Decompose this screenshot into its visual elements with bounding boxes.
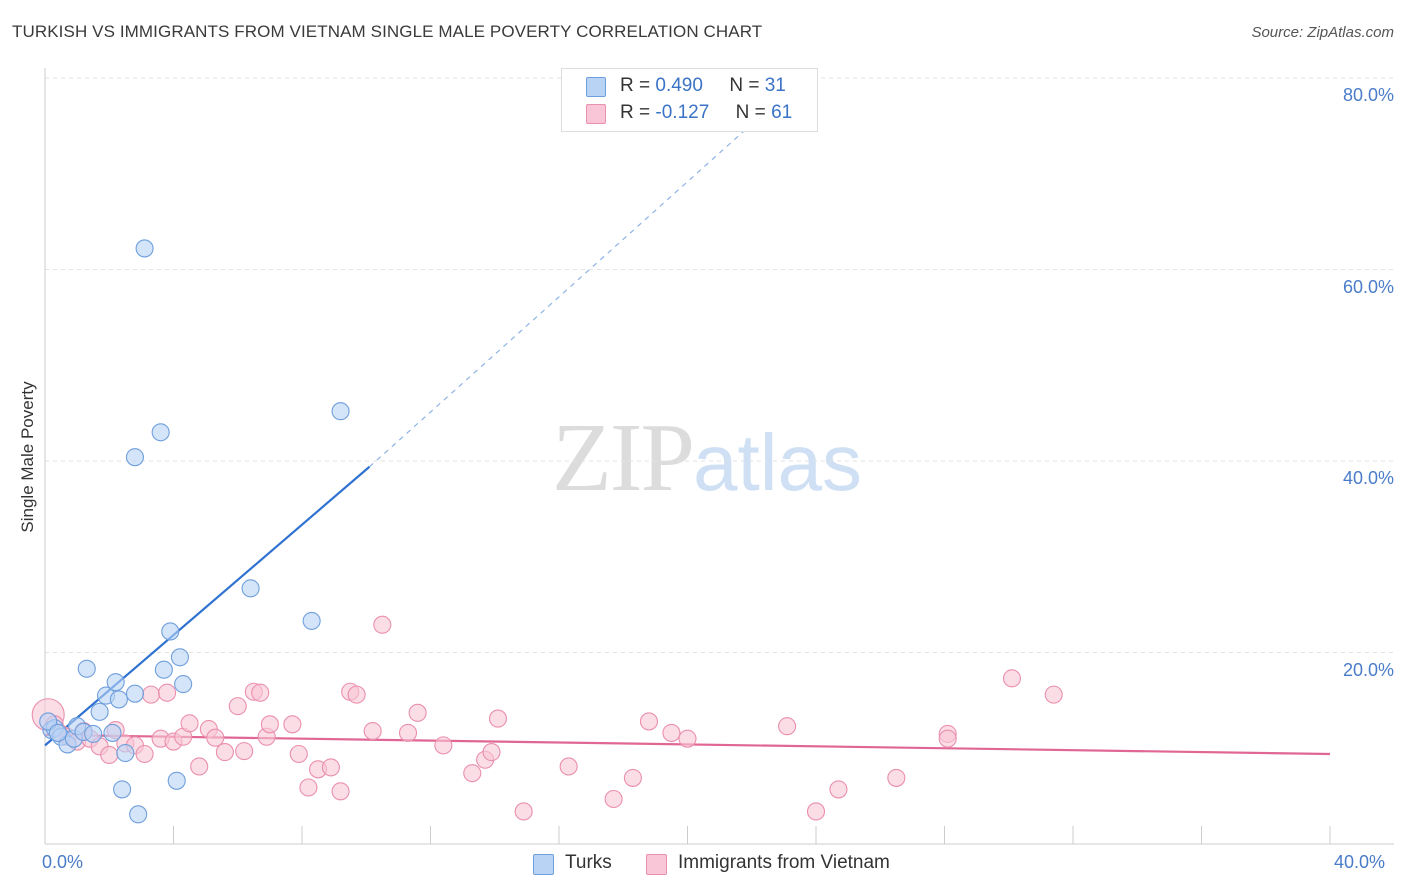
turks-point	[154, 660, 173, 679]
vietnam-point	[604, 789, 623, 809]
vietnam-point	[373, 615, 392, 634]
y-tick-label: 40.0%	[1342, 468, 1394, 488]
vietnam-point	[141, 685, 161, 704]
vietnam-point	[235, 742, 254, 761]
y-tick-label: 80.0%	[1342, 85, 1394, 105]
vietnam-point	[662, 723, 681, 742]
vietnam-legend-label: Immigrants from Vietnam	[678, 852, 890, 873]
chart-title: TURKISH VS IMMIGRANTS FROM VIETNAM SINGL…	[12, 22, 763, 41]
vietnam-point	[180, 714, 199, 733]
x-tick-label-min: 0.0%	[42, 852, 84, 872]
turks-point	[302, 611, 321, 630]
turks-swatch	[586, 77, 606, 97]
vietnam-point	[331, 782, 350, 801]
vietnam-point	[1044, 685, 1063, 704]
legend-n-label: N =	[729, 75, 760, 96]
point-layer	[31, 239, 1063, 824]
vietnam-swatch	[586, 104, 606, 124]
vietnam-point	[289, 744, 308, 764]
vietnam-point	[135, 744, 154, 764]
legend-n-label: N =	[735, 102, 766, 123]
turks-point	[106, 673, 125, 692]
y-tick-label: 20.0%	[1342, 659, 1394, 680]
turks-point	[174, 675, 193, 694]
vietnam-point	[887, 768, 906, 787]
vietnam-point	[158, 683, 177, 702]
vietnam-point	[678, 729, 697, 748]
vietnam-point	[321, 758, 340, 777]
y-tick-label: 60.0%	[1342, 276, 1394, 297]
vietnam-point	[559, 757, 578, 776]
turks-point	[103, 723, 122, 742]
chart-source: Source: ZipAtlas.com	[1251, 24, 1394, 41]
vietnam-point	[829, 780, 848, 799]
vietnam-point	[806, 802, 826, 821]
turks-legend-label: Turks	[565, 852, 612, 873]
watermark-zip: ZIP	[552, 404, 695, 512]
vietnam-point	[215, 743, 234, 762]
grid-layer	[45, 77, 1394, 653]
legend-r-value: -0.127	[655, 102, 710, 123]
vietnam-point	[482, 743, 501, 762]
vietnam-point	[514, 802, 533, 821]
turks-point	[48, 723, 67, 742]
correlation-legend: R = 0.490 N = 31 R = -0.127 N = 61	[561, 68, 818, 132]
turks-point	[129, 805, 148, 824]
vietnam-point	[299, 778, 318, 797]
turks-point	[125, 684, 144, 703]
vietnam-point	[408, 703, 427, 722]
vietnam-point	[398, 723, 418, 742]
vietnam-point	[434, 736, 453, 755]
series-legend: Turks Immigrants from Vietnam	[0, 852, 1406, 876]
turks-point	[113, 780, 132, 799]
legend-r-label: R =	[620, 102, 651, 123]
turks-point	[161, 622, 180, 641]
vietnam-point	[639, 712, 659, 731]
vietnam-point	[251, 683, 270, 702]
vietnam-point	[190, 757, 209, 776]
vietnam-point	[228, 697, 247, 716]
vietnam-legend-swatch	[646, 854, 667, 875]
turks-regression-extension	[369, 77, 804, 468]
turks-point	[170, 648, 189, 667]
turks-point	[125, 448, 144, 467]
watermark: ZIPatlas	[552, 400, 862, 514]
turks-legend-swatch	[533, 854, 554, 875]
turks-regression-line	[44, 465, 371, 747]
x-tick-label-max: 40.0%	[1334, 852, 1386, 872]
turks-point	[151, 423, 170, 442]
vietnam-point	[1002, 669, 1022, 688]
vietnam-point	[623, 768, 642, 787]
turks-point	[167, 771, 186, 790]
vietnam-point	[347, 685, 366, 704]
vietnam-point	[283, 715, 302, 734]
vietnam-point	[206, 728, 225, 747]
turks-point	[116, 743, 135, 763]
legend-n-value: 61	[771, 102, 793, 123]
turks-point	[77, 659, 96, 678]
turks-point	[135, 239, 154, 258]
turks-point	[331, 402, 350, 421]
vietnam-point	[260, 715, 279, 734]
legend-r-value: 0.490	[655, 75, 703, 96]
vietnam-point	[938, 729, 957, 748]
legend-r-label: R =	[620, 75, 651, 96]
axis-layer	[44, 68, 1394, 845]
vietnam-point	[488, 709, 508, 728]
vietnam-point	[100, 745, 119, 765]
legend-n-value: 31	[764, 75, 786, 96]
y-axis-title: Single Male Poverty	[18, 381, 37, 533]
vietnam-point	[363, 721, 382, 741]
turks-point	[109, 690, 128, 709]
vietnam-point	[778, 717, 797, 736]
turks-point	[84, 724, 103, 743]
turks-point	[90, 702, 109, 721]
watermark-atlas: atlas	[693, 418, 862, 507]
turks-point	[241, 579, 260, 598]
vietnam-point	[463, 764, 482, 783]
